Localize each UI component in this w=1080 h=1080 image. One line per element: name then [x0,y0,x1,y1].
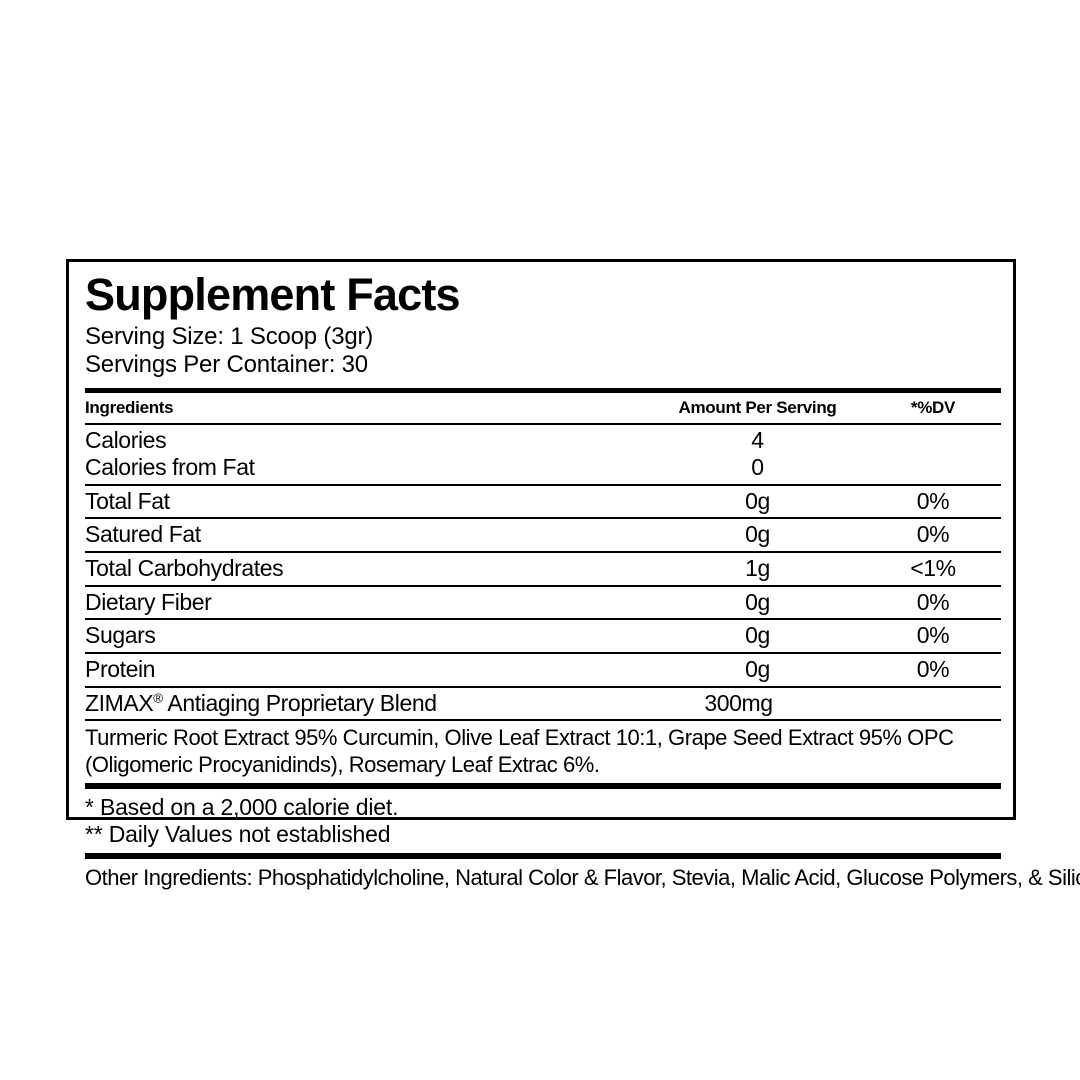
column-header-ingredients: Ingredients [85,398,174,418]
table-header-row: Ingredients Amount Per Serving *%DV [85,393,1001,424]
calories-value: 4 [751,427,764,454]
table-row: Satured Fat 0g 0% [85,517,1001,552]
column-header-amount: Amount Per Serving [678,398,837,418]
table-row-proprietary-blend: ZIMAX® Antiaging Proprietary Blend 300mg [85,685,1001,720]
blend-amount: 300mg [650,685,865,720]
row-amount: 0g [650,483,865,519]
table-row: Total Fat 0g 0% [85,483,1001,519]
calories-from-fat-value: 0 [751,453,764,480]
table-row-calories: Calories Calories from Fat 4 0 [85,423,1001,485]
row-dv: <1% [865,550,1001,586]
row-name: Sugars [85,618,650,653]
page-title: Supplement Facts [85,269,461,320]
row-amount: 0g [650,618,865,653]
row-dv: 0% [865,618,1001,653]
serving-size-text: Serving Size: 1 Scoop (3gr) [85,323,374,350]
footnotes-block: * Based on a 2,000 calorie diet. ** Dail… [85,789,1001,853]
blend-ingredients-text: Turmeric Root Extract 95% Curcumin, Oliv… [85,725,954,777]
row-name: Protein [85,651,650,687]
row-name: Satured Fat [85,517,650,552]
row-name: Total Carbohydrates [85,550,650,586]
row-dv: 0% [865,651,1001,687]
row-amount: 0g [650,651,865,687]
column-header-daily-value: *%DV [910,398,956,418]
row-amount: 1g [650,550,865,586]
calories-label: Calories [85,427,167,454]
table-row: Total Carbohydrates 1g <1% [85,550,1001,586]
registered-trademark-icon: ® [153,689,163,705]
blend-name-prefix: ZIMAX [85,689,154,716]
supplement-facts-content: Supplement Facts Serving Size: 1 Scoop (… [69,262,1080,890]
calories-dv [865,423,1001,485]
row-name: Dietary Fiber [85,584,650,620]
blend-name-suffix: Antiaging Proprietary Blend [162,689,437,716]
calories-from-fat-label: Calories from Fat [85,453,255,480]
footnote-daily-values: ** Daily Values not established [85,820,391,847]
row-amount: 0g [650,584,865,620]
row-name: Total Fat [85,483,650,519]
blend-dv [865,685,1001,720]
row-dv: 0% [865,483,1001,519]
other-ingredients-top-rule [85,853,1001,860]
table-row: Dietary Fiber 0g 0% [85,584,1001,620]
table-row: Protein 0g 0% [85,651,1001,687]
other-ingredients-text: Other Ingredients: Phosphatidylcholine, … [85,865,1080,891]
table-row: Sugars 0g 0% [85,618,1001,653]
header-top-rule [85,388,1001,394]
servings-per-container-text: Servings Per Container: 30 [85,351,368,379]
row-amount: 0g [650,517,865,552]
calories-names: Calories Calories from Fat [85,423,650,485]
blend-ingredients-top-rule [85,719,1001,722]
footnote-calorie-diet: * Based on a 2,000 calorie diet. [85,793,399,820]
nutrition-table: Ingredients Amount Per Serving *%DV Calo… [85,393,1001,720]
blend-name: ZIMAX® Antiaging Proprietary Blend [85,685,650,720]
row-dv: 0% [865,584,1001,620]
row-dv: 0% [865,517,1001,552]
supplement-facts-panel: Supplement Facts Serving Size: 1 Scoop (… [66,259,1080,890]
footnotes-top-rule [85,782,1001,789]
calories-values: 4 0 [650,423,865,485]
